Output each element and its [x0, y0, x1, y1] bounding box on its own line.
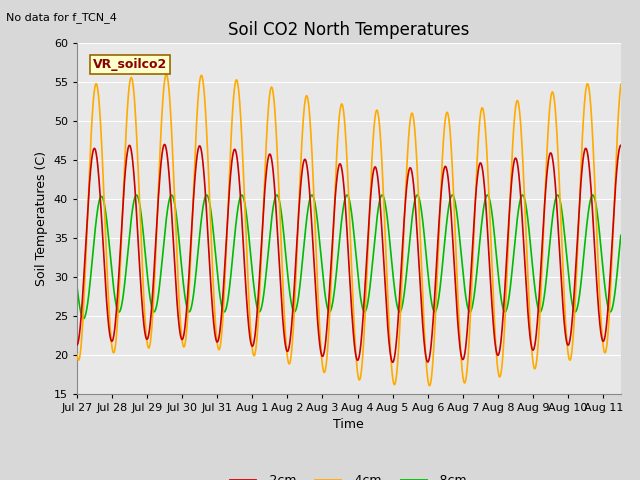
Title: Soil CO2 North Temperatures: Soil CO2 North Temperatures	[228, 21, 470, 39]
Y-axis label: Soil Temperatures (C): Soil Temperatures (C)	[35, 151, 48, 286]
X-axis label: Time: Time	[333, 418, 364, 431]
Text: No data for f_TCN_4: No data for f_TCN_4	[6, 12, 117, 23]
Text: VR_soilco2: VR_soilco2	[93, 58, 168, 71]
Legend: -2cm, -4cm, -8cm: -2cm, -4cm, -8cm	[225, 469, 472, 480]
